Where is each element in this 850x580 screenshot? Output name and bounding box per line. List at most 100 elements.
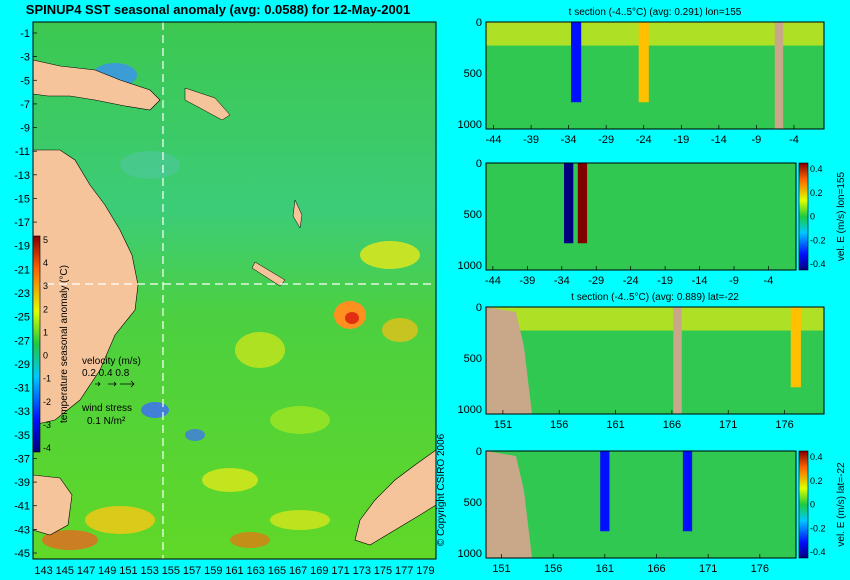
section-colorbar-tick: 0.4 (810, 164, 823, 174)
section-colorbar-tick: -0.2 (810, 523, 826, 533)
lon-tick-label: 163 (247, 565, 265, 577)
lon-tick-label: 149 (98, 565, 116, 577)
section-colorbar-tick: -0.4 (810, 259, 826, 269)
section-colorbar-tick: -0.2 (810, 235, 826, 245)
velocity-legend: velocity (m/s) 0.2 0.4 0.8 wind stress 0… (81, 356, 141, 427)
lat-tick-label: -7 (20, 99, 30, 111)
lat-tick-label: -25 (14, 312, 30, 324)
section-panel-3: t section (-4..5°C) (avg: 0.889) lat=-22… (458, 292, 825, 431)
lon-tick-label: 177 (395, 565, 413, 577)
map-colorbar-tick: -4 (43, 443, 51, 453)
section-x-tick-label: -14 (711, 134, 727, 146)
section-x-tick-label: -34 (561, 134, 577, 146)
section-x-tick-label: -4 (764, 275, 774, 287)
lon-tick-label: 169 (310, 565, 328, 577)
section-feature (638, 22, 649, 103)
lat-tick-label: -11 (15, 146, 30, 158)
lat-tick-label: -1 (20, 28, 30, 40)
section-y-tick-label: 500 (464, 68, 482, 80)
section-x-tick-label: 176 (775, 419, 793, 431)
new-zealand (354, 449, 437, 546)
map-colorbar-label: temperature seasonal anomaly (°C) (59, 265, 70, 423)
map-colorbar-tick: 2 (43, 304, 48, 314)
lon-tick-label: 179 (416, 565, 434, 577)
copyright-notice: © Copyright CSIRO 2006 (436, 433, 447, 546)
section-y-tick-label: 0 (476, 17, 482, 29)
section-y-tick-label: 1000 (458, 119, 482, 131)
new-caledonia (251, 261, 286, 287)
map-title: SPINUP4 SST seasonal anomaly (avg: 0.058… (26, 2, 410, 17)
section-x-tick-label: -24 (636, 134, 652, 146)
section-colorbar-tick: 0 (810, 500, 815, 510)
map-colorbar-bar (32, 235, 41, 453)
latitude-tick-labels: -1 -3 -5 -7 -9 -11 -13 -15 -17 -19 -21 -23 -25 -27 -29… (14, 28, 37, 560)
section-panel-1: t section (-4..5°C) (avg: 0.291) lon=155… (458, 7, 825, 146)
lon-tick-label: 147 (77, 565, 95, 577)
lon-tick-label: 145 (56, 565, 74, 577)
surface-layer (486, 22, 824, 46)
section-colorbar (798, 450, 809, 559)
lon-tick-label: 165 (268, 565, 286, 577)
map-plot-area (32, 21, 437, 560)
lat-tick-label: -3 (20, 52, 30, 64)
solomon-islands (184, 87, 231, 121)
lat-tick-label: -45 (14, 548, 30, 560)
section-colorbar-tick: 0.2 (810, 188, 823, 198)
section-background (486, 451, 796, 558)
lat-tick-label: -23 (14, 288, 30, 300)
section-feature (577, 163, 588, 244)
map-colorbar-tick: 4 (43, 258, 48, 268)
section-x-tick-label: 171 (699, 563, 717, 575)
lon-tick-label: 175 (374, 565, 392, 577)
lon-tick-label: 157 (183, 565, 201, 577)
section-feature (673, 307, 682, 414)
section-y-tick-label: 0 (476, 158, 482, 170)
section-background (486, 163, 796, 270)
lat-tick-label: -17 (14, 217, 30, 229)
section-feature (682, 451, 693, 532)
lon-tick-label: 159 (204, 565, 222, 577)
section-y-tick-label: 500 (464, 353, 482, 365)
section-feature (564, 163, 574, 244)
map-colorbar-tick: 1 (43, 327, 48, 337)
lon-tick-label: 151 (119, 565, 137, 577)
section-x-tick-label: -29 (588, 275, 604, 287)
lon-tick-label: 171 (331, 565, 349, 577)
section-frame (485, 162, 797, 271)
longitude-tick-labels: 143 145 147 149 151 153 155 157 159 161 163 165 167 1… (34, 565, 434, 577)
land-masses (32, 59, 437, 546)
lat-tick-label: -37 (14, 453, 30, 465)
lat-tick-label: -39 (14, 477, 30, 489)
lat-tick-label: -13 (14, 170, 30, 182)
section-y-tick-label: 500 (464, 497, 482, 509)
section-x-tick-label: 176 (751, 563, 769, 575)
map-colorbar-tick: 5 (43, 235, 48, 245)
section-y-tick-label: 0 (476, 302, 482, 314)
wind-legend-title: wind stress (81, 403, 132, 414)
lat-tick-label: -5 (20, 75, 30, 87)
section-x-tick-label: 166 (663, 419, 681, 431)
lat-tick-label: -15 (14, 193, 30, 205)
section-colorbar (798, 162, 809, 271)
section-colorbar-tick: -0.4 (810, 547, 826, 557)
section-colorbar-tick: 0.2 (810, 476, 823, 486)
section-x-tick-label: -44 (485, 275, 501, 287)
map-colorbar-tick: -1 (43, 374, 51, 384)
lat-tick-label: -27 (14, 335, 30, 347)
section-x-tick-label: -9 (729, 275, 739, 287)
section-x-tick-label: 151 (492, 563, 510, 575)
lat-tick-label: -19 (14, 241, 30, 253)
section-y-tick-label: 1000 (458, 548, 482, 560)
lon-tick-label: 155 (162, 565, 180, 577)
map-colorbar-tick: 0 (43, 351, 48, 361)
section-x-tick-label: -39 (523, 134, 539, 146)
map-colorbar-tick: 3 (43, 281, 48, 291)
map-colorbar-ticks: 5 4 3 2 1 0 -1 -2 -3 -4 (43, 235, 51, 453)
surface-layer (486, 307, 824, 331)
section-colorbar-tick: 0.4 (810, 452, 823, 462)
section-x-tick-label: 156 (550, 419, 568, 431)
section-x-tick-label: 161 (606, 419, 624, 431)
vanuatu (292, 199, 303, 229)
